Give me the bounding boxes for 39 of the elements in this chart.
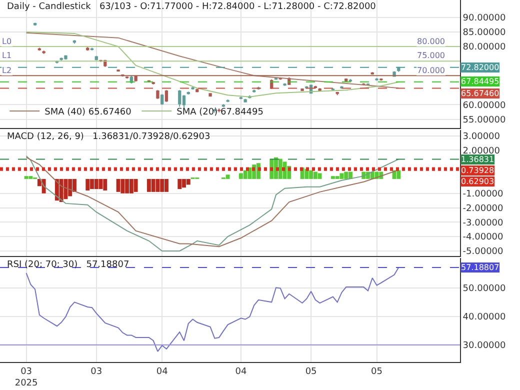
x-tick-label: 03 2025	[14, 366, 38, 388]
y-tick-label: -1.00000	[462, 190, 504, 200]
y-tick-label: 90.00000	[462, 14, 506, 24]
ref-line-label: 72.82000	[461, 63, 500, 72]
y-tick-label: -2.00000	[462, 204, 504, 214]
y-tick-label: -5.00000	[462, 247, 504, 258]
y-tick-label: 60.00000	[462, 100, 506, 111]
y-tick-label: 30.00000	[462, 341, 506, 352]
ref-line-label: 70.000	[417, 66, 445, 75]
y-tick-label: 50.00000	[462, 284, 506, 294]
y-tick-label: 85.00000	[462, 28, 506, 38]
ref-line-label: 75.000	[417, 51, 445, 60]
y-tick-label: -4.00000	[462, 232, 504, 243]
annotation: L0	[2, 37, 12, 46]
ref-line-label: 67.84495	[461, 77, 500, 86]
legend-label: 0.62903	[461, 177, 494, 186]
ref-line-label: 80.000	[417, 37, 445, 46]
legend-label: SMA (20) 67.84495	[176, 107, 264, 118]
y-tick-label: 2.00000	[462, 146, 500, 156]
y-tick-label: 55.00000	[462, 115, 506, 126]
annotation: L1	[2, 51, 12, 60]
y-tick-label: 40.00000	[462, 312, 506, 323]
chart-title: MACD (12, 26, 9) 1.36831/0.73928/0.62903	[7, 132, 210, 142]
annotation: L2	[2, 66, 12, 75]
ref-line-label: 65.67460	[461, 89, 500, 98]
y-tick-label: -3.00000	[462, 218, 504, 228]
x-tick-label: 05	[371, 366, 382, 377]
y-tick-label: 3.00000	[462, 132, 500, 142]
ref-line-label: 1.36831	[461, 155, 494, 164]
x-tick-label: 05	[305, 366, 317, 377]
x-tick-label: 04	[235, 366, 247, 377]
x-tick-label: 04	[156, 366, 168, 377]
ref-line-label: 0.73928	[461, 166, 494, 175]
ref-line-label: 57.18807	[461, 263, 500, 272]
chart-title: Daily - Candlestick 63/103 - O:71.77000 - H:72.84000 - L:71.28000 - C:72.82000	[7, 2, 376, 12]
legend-label: SMA (40) 65.67460	[44, 107, 132, 118]
chart-title: RSI (20; 70; 30) 57.18807	[7, 260, 130, 270]
x-tick-label: 03	[90, 366, 102, 377]
y-tick-label: 80.00000	[462, 42, 506, 53]
